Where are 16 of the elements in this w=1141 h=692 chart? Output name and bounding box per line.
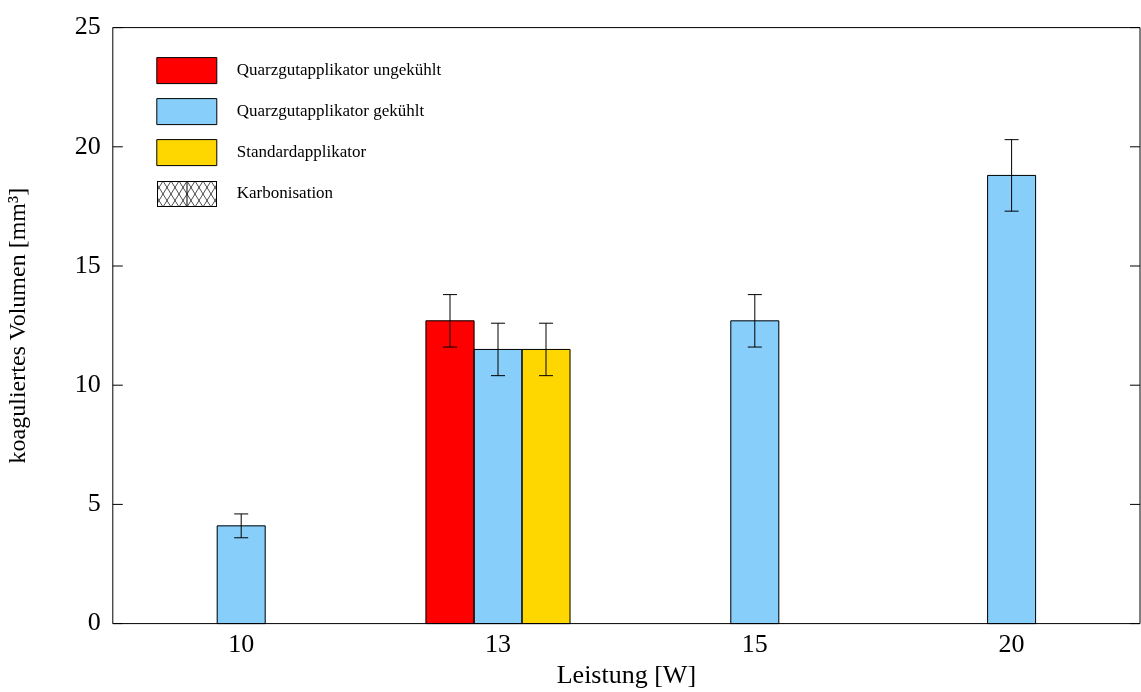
y-axis-title: koaguliertes Volumen [mm³] [3, 187, 30, 464]
y-tick-label: 20 [74, 130, 101, 160]
x-tick-label: 20 [998, 629, 1025, 659]
x-axis-title: Leistung [W] [556, 660, 697, 690]
legend-label: Quarzgutapplikator gekühlt [236, 101, 425, 121]
y-tick-label: 5 [87, 488, 101, 518]
y-tick-label: 15 [74, 249, 101, 279]
y-tick-label: 0 [87, 607, 101, 637]
x-tick-label: 13 [485, 629, 511, 659]
x-tick-label: 10 [228, 629, 255, 659]
y-tick-label: 10 [74, 369, 101, 399]
x-tick-label: 15 [741, 629, 768, 659]
y-tick-label: 25 [74, 11, 101, 41]
annotation: Karbonisation [236, 183, 334, 203]
legend-label: Standardapplikator [236, 142, 367, 162]
legend-label: Quarzgutapplikator ungekühlt [236, 60, 442, 80]
